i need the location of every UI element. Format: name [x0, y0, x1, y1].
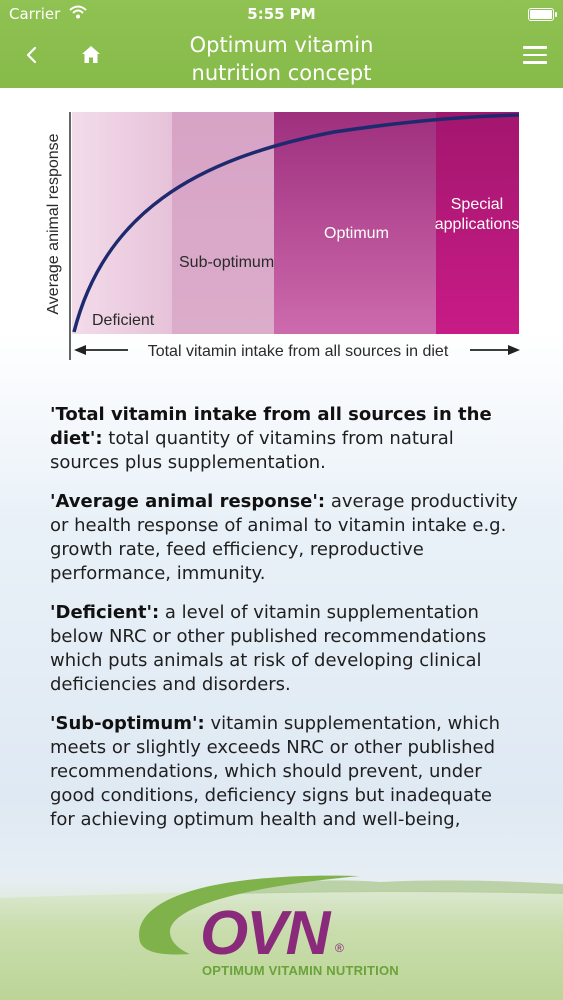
- wifi-icon: [69, 5, 87, 19]
- zone-label-optimum: Optimum: [324, 225, 389, 242]
- home-icon: [82, 46, 100, 63]
- zone-deficient: [72, 112, 172, 334]
- hamburger-menu-icon: [523, 46, 547, 64]
- zone-special-applications: [436, 112, 519, 334]
- zone-sub-optimum: [172, 112, 274, 334]
- carrier-label: Carrier: [9, 5, 61, 23]
- status-time: 5:55 PM: [247, 5, 316, 23]
- page-title-line-2: nutrition concept: [191, 61, 372, 85]
- back-button[interactable]: [22, 40, 50, 72]
- page-title-line-1: Optimum vitamin: [189, 33, 374, 57]
- definition-sub-optimum: 'Sub-optimum': vitamin supplementation, …: [50, 713, 501, 830]
- logo-registered-mark: ®: [335, 941, 344, 955]
- definition-average-response: 'Average animal response': average produ…: [50, 491, 518, 584]
- zone-optimum: [274, 112, 436, 334]
- x-axis-label: Total vitamin intake from all sources in…: [148, 343, 449, 360]
- definition-deficient: 'Deficient': a level of vitamin suppleme…: [50, 602, 487, 695]
- page-title: Optimum vitamin nutrition concept: [150, 31, 413, 87]
- logo-lettering: OVN: [200, 899, 332, 968]
- ovn-logo: OVN ®: [139, 875, 360, 968]
- chart-svg: Deficient Sub-optimum Optimum Special ap…: [45, 112, 520, 360]
- status-bar: Carrier 5:55 PM: [0, 0, 563, 28]
- battery-icon: [528, 8, 557, 21]
- zone-label-special-line-2: applications: [435, 216, 520, 233]
- x-axis-arrowhead-right: [508, 345, 520, 355]
- zone-label-special-line-1: Special: [451, 196, 503, 213]
- x-axis-arrowhead-left: [74, 345, 86, 355]
- zone-label-sub-optimum: Sub-optimum: [179, 254, 274, 271]
- logo-tagline: OPTIMUM VITAMIN NUTRITION: [202, 963, 399, 978]
- y-axis-label: Average animal response: [45, 133, 62, 314]
- home-button[interactable]: [80, 44, 102, 66]
- vitamin-response-chart: Deficient Sub-optimum Optimum Special ap…: [34, 104, 534, 374]
- field-background: [0, 880, 563, 1000]
- definitions-list: 'Total vitamin intake from all sources i…: [50, 403, 520, 847]
- definition-total-intake: 'Total vitamin intake from all sources i…: [50, 404, 492, 473]
- zone-label-deficient: Deficient: [92, 312, 155, 329]
- menu-button[interactable]: [523, 46, 547, 64]
- chevron-left-icon: [26, 46, 37, 64]
- response-curve: [72, 113, 520, 333]
- navigation-bar: Carrier 5:55 PM Optimum vitamin nutritio…: [0, 0, 563, 88]
